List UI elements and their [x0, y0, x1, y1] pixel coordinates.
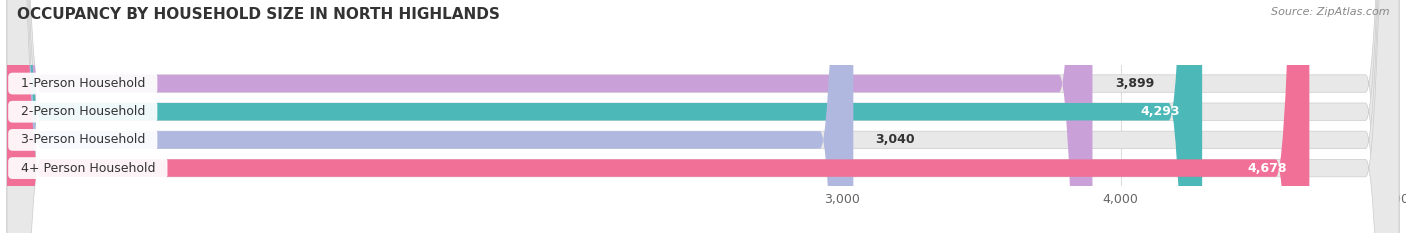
- FancyBboxPatch shape: [7, 0, 1202, 233]
- Text: 4,678: 4,678: [1247, 161, 1286, 175]
- Text: 3,899: 3,899: [1115, 77, 1154, 90]
- FancyBboxPatch shape: [7, 0, 1309, 233]
- Text: 2-Person Household: 2-Person Household: [13, 105, 153, 118]
- FancyBboxPatch shape: [7, 0, 1399, 233]
- Text: 4+ Person Household: 4+ Person Household: [13, 161, 163, 175]
- Text: 1-Person Household: 1-Person Household: [13, 77, 153, 90]
- FancyBboxPatch shape: [7, 0, 1092, 233]
- FancyBboxPatch shape: [7, 0, 1399, 233]
- Text: 4,293: 4,293: [1140, 105, 1180, 118]
- FancyBboxPatch shape: [7, 0, 853, 233]
- FancyBboxPatch shape: [7, 0, 1399, 233]
- Text: Source: ZipAtlas.com: Source: ZipAtlas.com: [1271, 7, 1389, 17]
- Text: 3-Person Household: 3-Person Household: [13, 134, 153, 146]
- FancyBboxPatch shape: [7, 0, 1399, 233]
- Text: 3,040: 3,040: [876, 134, 915, 146]
- Text: OCCUPANCY BY HOUSEHOLD SIZE IN NORTH HIGHLANDS: OCCUPANCY BY HOUSEHOLD SIZE IN NORTH HIG…: [17, 7, 499, 22]
